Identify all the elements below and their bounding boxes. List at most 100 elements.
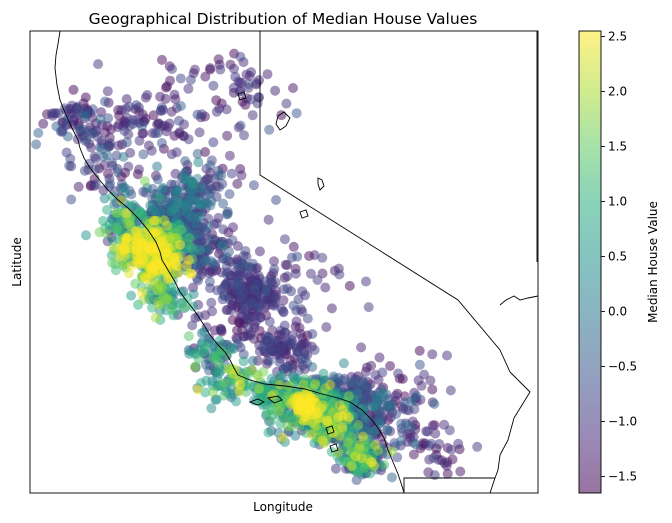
data-point — [87, 104, 98, 115]
data-point — [112, 222, 123, 233]
data-point — [446, 444, 457, 455]
data-point — [360, 413, 371, 423]
data-point — [162, 220, 172, 231]
data-point — [317, 252, 328, 263]
y-axis-label: Latitude — [10, 237, 24, 286]
data-point — [288, 83, 298, 93]
data-point — [219, 281, 230, 292]
data-point — [174, 185, 185, 196]
data-point — [189, 361, 200, 372]
data-point — [194, 183, 205, 194]
data-point — [401, 404, 412, 415]
data-point — [119, 125, 130, 136]
data-point — [410, 439, 421, 450]
colorbar-tick-label: −1.0 — [608, 415, 637, 429]
data-point — [179, 173, 190, 184]
data-point — [208, 387, 219, 398]
data-point — [74, 123, 85, 134]
data-point — [426, 438, 437, 449]
data-point — [216, 345, 227, 356]
data-point — [210, 366, 221, 377]
data-point — [445, 385, 456, 396]
data-point — [161, 295, 172, 305]
data-point — [453, 438, 464, 449]
data-point — [427, 349, 438, 360]
data-point — [208, 137, 219, 148]
data-point — [374, 352, 385, 363]
data-point — [166, 304, 177, 315]
data-point — [298, 379, 309, 390]
data-point — [66, 194, 77, 205]
data-point — [128, 118, 138, 129]
island-4 — [329, 443, 339, 453]
data-point — [81, 134, 92, 145]
data-point — [405, 396, 416, 407]
data-point — [176, 224, 187, 235]
data-point — [163, 274, 173, 285]
data-point — [429, 470, 440, 481]
data-point — [164, 231, 175, 242]
data-point — [363, 302, 374, 313]
data-point — [379, 459, 390, 470]
data-point — [221, 252, 232, 263]
data-point — [358, 395, 369, 406]
data-point — [214, 335, 225, 346]
data-point — [137, 228, 148, 238]
data-point — [134, 164, 144, 175]
data-point — [185, 74, 196, 85]
data-point — [306, 429, 317, 440]
data-point — [274, 380, 285, 390]
data-point — [221, 209, 232, 220]
data-point — [269, 300, 280, 311]
lake-1 — [299, 209, 309, 219]
data-point — [107, 257, 118, 268]
data-point — [382, 425, 393, 436]
data-point — [116, 195, 127, 206]
data-point — [279, 234, 290, 245]
data-point — [91, 179, 101, 190]
data-point — [238, 356, 249, 367]
data-point — [200, 71, 211, 82]
colorbar-tick-label: 0.0 — [608, 305, 627, 319]
colorbar-tick-label: 2.0 — [608, 85, 627, 99]
data-point — [322, 415, 333, 426]
data-point — [230, 278, 241, 289]
data-point — [309, 250, 320, 261]
data-point — [131, 100, 142, 111]
data-point — [293, 405, 304, 416]
data-point — [338, 358, 349, 369]
data-point — [215, 64, 226, 75]
data-point — [203, 221, 213, 232]
data-point — [187, 320, 198, 331]
borders-layer — [54, 31, 538, 493]
data-point — [280, 327, 291, 338]
data-point — [346, 377, 357, 388]
data-point — [354, 443, 365, 454]
data-point — [205, 160, 216, 171]
data-point — [269, 264, 280, 275]
ca-az-border — [494, 371, 531, 479]
data-point — [253, 383, 264, 394]
data-point — [253, 302, 264, 313]
data-point — [211, 106, 222, 117]
data-point — [343, 391, 354, 402]
data-point — [103, 113, 114, 124]
data-point — [154, 193, 165, 203]
data-point — [136, 121, 147, 132]
data-point — [428, 453, 439, 463]
data-point — [239, 130, 249, 141]
data-point — [153, 118, 164, 129]
data-point — [112, 167, 123, 178]
data-point — [138, 149, 149, 160]
data-point — [152, 225, 163, 236]
data-point — [288, 300, 299, 311]
data-point — [221, 269, 232, 280]
data-point — [221, 104, 232, 115]
data-point — [226, 168, 237, 179]
data-point — [123, 161, 134, 172]
data-point — [227, 235, 238, 246]
data-point — [234, 86, 245, 97]
data-point — [233, 263, 244, 274]
data-point — [278, 295, 289, 306]
